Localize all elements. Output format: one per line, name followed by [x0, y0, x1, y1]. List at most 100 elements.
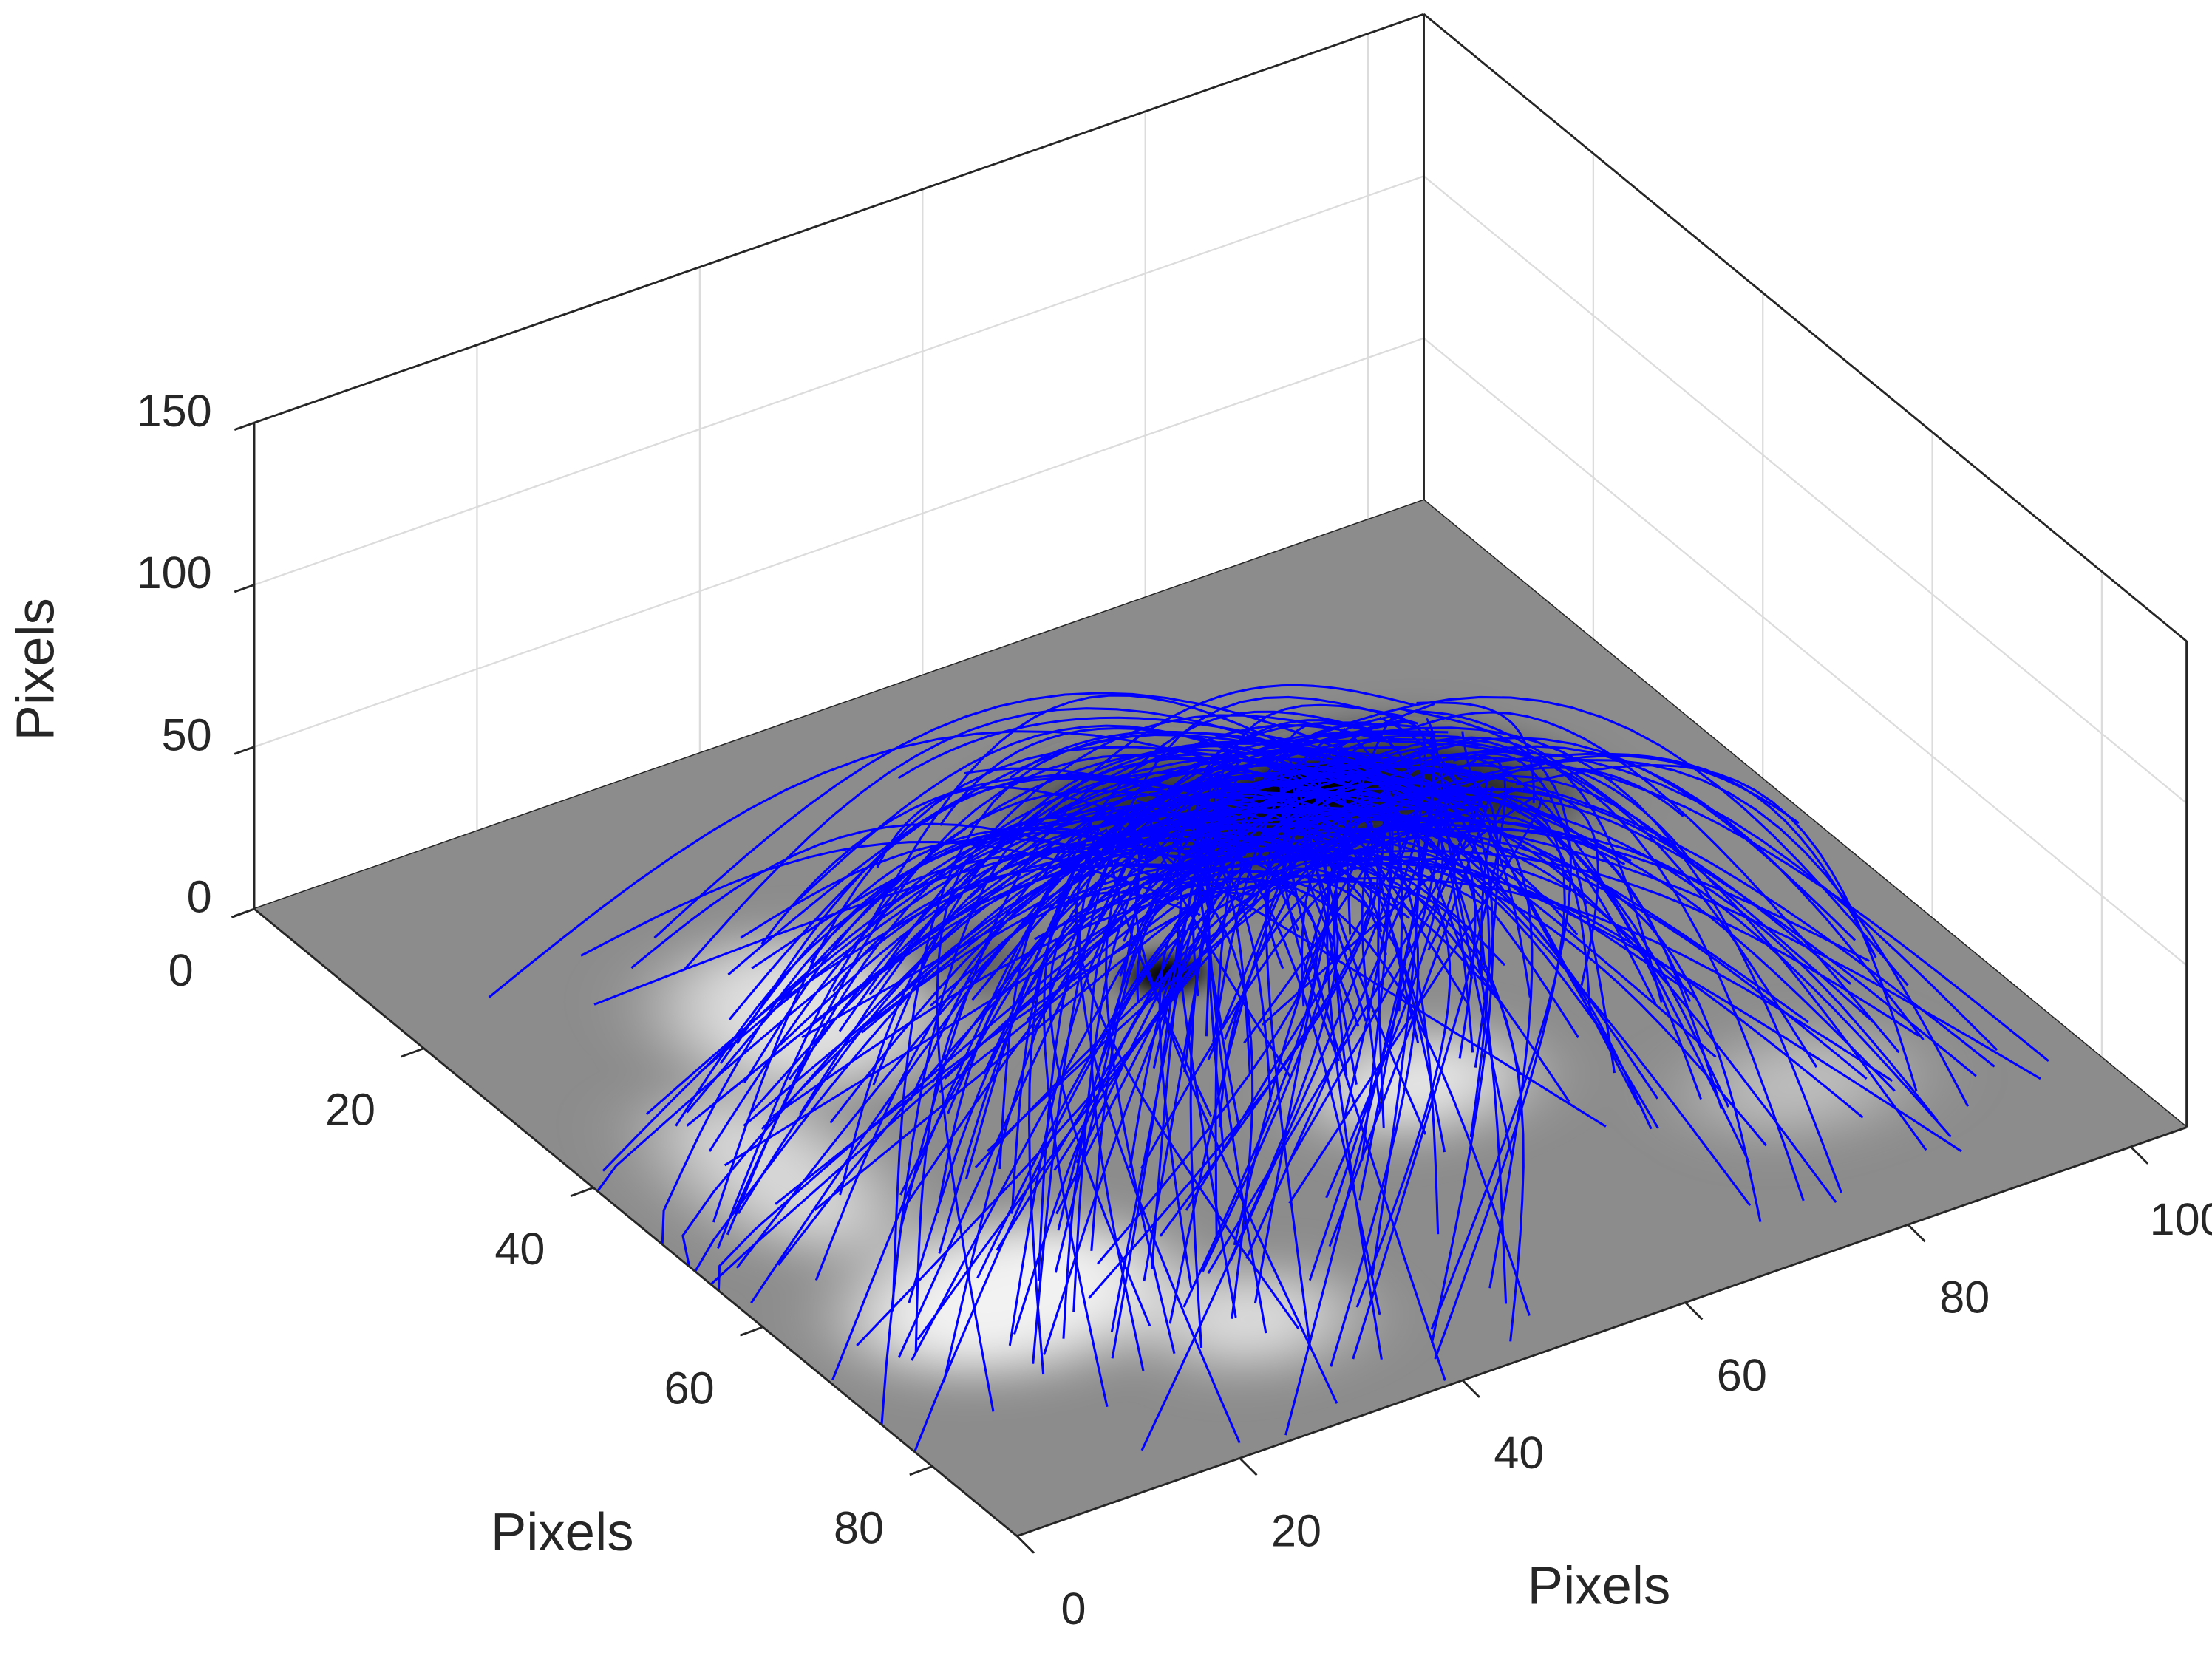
field-line [1136, 752, 1329, 925]
x-tick [1239, 1457, 1258, 1476]
x-axis-title: Pixels [1528, 1555, 1671, 1615]
field-line [996, 783, 1224, 1251]
field-line [1220, 818, 1525, 1342]
field-line [733, 746, 1405, 1214]
x-tick [2130, 1145, 2149, 1165]
field-line [1334, 733, 1420, 1276]
field-line [1202, 802, 1338, 1272]
y-tick-label: 20 [325, 1085, 375, 1135]
field-line [1305, 758, 1970, 1107]
field-line [712, 746, 1431, 1223]
field-line [880, 757, 1326, 1425]
field-line [760, 774, 1291, 945]
field-line [1417, 729, 1494, 1343]
field-line [1315, 735, 1427, 1135]
field-line [709, 849, 1246, 1108]
x-tick [1461, 1380, 1480, 1398]
field-line [891, 734, 1377, 1312]
field-line [709, 791, 1321, 1286]
field-line [1307, 824, 1962, 1153]
x-tick-label: 100 [2150, 1194, 2212, 1244]
field-line [1224, 791, 1418, 1040]
x-tick-label: 40 [1494, 1428, 1544, 1478]
field-line [1188, 695, 1909, 986]
field-line [1129, 807, 1435, 1168]
field-line [1183, 765, 1995, 1068]
field-line [968, 811, 1118, 899]
field-line [1315, 754, 1800, 867]
box-edge [1016, 1126, 2188, 1538]
field-line [653, 692, 1452, 939]
field-line [630, 822, 1186, 969]
y-tick [401, 1047, 424, 1058]
x-tick-label: 60 [1717, 1350, 1767, 1400]
z-tick [234, 421, 255, 432]
y-tick [909, 1465, 933, 1476]
field-line [743, 828, 1178, 1084]
field-line [1461, 731, 1659, 1129]
field-line [1143, 865, 1216, 1282]
y-tick [231, 907, 255, 918]
field-line [1201, 842, 1767, 1147]
field-line [1034, 880, 1231, 941]
x-tick-label: 20 [1271, 1506, 1321, 1556]
field-line [1151, 797, 1267, 1270]
field-line [1332, 752, 1403, 1012]
field-line [1265, 726, 1842, 1193]
field-line [1378, 808, 1717, 1058]
field-line [938, 873, 1156, 1254]
field-line [1177, 855, 1381, 879]
field-line [897, 846, 1136, 1358]
field-line [1215, 885, 1607, 1128]
field-line [1154, 724, 1340, 764]
y-tick-label: 0 [169, 945, 194, 995]
field-line [1355, 859, 1483, 904]
y-tick-label: 60 [664, 1363, 715, 1414]
field-line [1405, 709, 1874, 1023]
field-line [1282, 867, 1387, 955]
field-line [1136, 890, 1256, 1004]
field-line [726, 754, 1301, 1236]
field-line [780, 845, 1210, 1002]
x-tick-label: 80 [1939, 1272, 1990, 1323]
field-line [1297, 736, 1663, 1003]
field-line [717, 789, 1273, 1249]
field-line [1090, 848, 1324, 1252]
z-grid-line [1423, 175, 2188, 804]
field-line [1361, 821, 1398, 1111]
field-line [998, 838, 1175, 1170]
field-line [1167, 825, 1415, 880]
y-tick [739, 1326, 763, 1337]
y-tick [570, 1186, 594, 1198]
field-line [1144, 751, 1998, 1052]
field-line [856, 826, 1242, 1346]
box-edge [1423, 13, 2188, 642]
field-line [675, 851, 1216, 1127]
y-tick-label: 40 [494, 1224, 545, 1274]
field-line [1398, 711, 1900, 1054]
x-tick [1907, 1224, 1926, 1243]
z-grid-line [253, 337, 1424, 748]
field-line [1183, 828, 1868, 1080]
axes-front: 0 50 100 150 0 20 40 60 80 100 0 20 40 60 80 [137, 386, 2212, 1634]
y-tick-label: 80 [834, 1502, 884, 1553]
z-grid-line [1423, 337, 2188, 967]
field-line [1272, 759, 1531, 998]
field-line [964, 785, 1338, 1180]
y-axis-title: Pixels [491, 1502, 634, 1562]
field-line [1341, 855, 1602, 1032]
z-grid-line [253, 175, 1424, 586]
field-line [1037, 739, 1479, 1281]
field-line [1110, 777, 1239, 1332]
field-line [1192, 782, 1570, 1102]
field-lines [488, 684, 2049, 1453]
field-line [1248, 836, 1409, 913]
x-tick [1684, 1301, 1704, 1320]
field-line [1027, 767, 1246, 1375]
field-line [1027, 684, 1416, 837]
field-line [681, 730, 1449, 1267]
field-line [1057, 792, 1235, 1231]
field-line [1426, 810, 1837, 1204]
field-line [1238, 835, 1410, 919]
